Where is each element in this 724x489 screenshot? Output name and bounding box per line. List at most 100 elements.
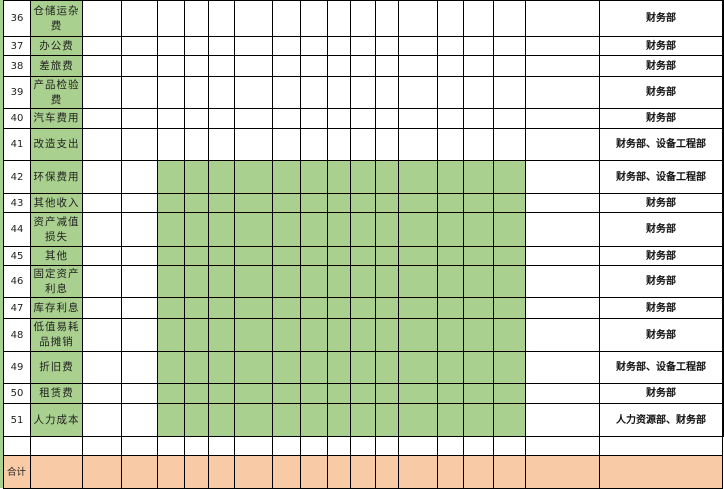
total-cell[interactable] [234,455,273,489]
item-name-cell[interactable]: 仓储运杂费 [30,0,83,37]
remarks-cell[interactable] [722,403,724,437]
data-cell[interactable] [375,76,399,109]
data-cell[interactable] [234,265,273,298]
data-cell[interactable] [157,76,185,109]
data-cell[interactable] [437,160,464,194]
data-cell[interactable] [525,76,600,109]
remarks-cell[interactable] [722,160,724,194]
department-cell[interactable]: 财务部 [599,108,723,129]
data-cell[interactable] [272,108,301,129]
data-cell[interactable] [463,212,494,247]
row-number[interactable]: 36 [3,0,31,37]
data-cell[interactable] [437,128,464,161]
data-cell[interactable] [234,318,273,352]
department-cell[interactable]: 财务部 [599,265,723,298]
data-cell[interactable] [234,193,273,213]
data-cell[interactable] [184,318,209,352]
data-cell[interactable] [375,55,399,77]
row-number[interactable]: 50 [3,383,31,404]
data-cell[interactable] [398,0,438,37]
empty-cell[interactable] [272,436,301,456]
department-cell[interactable]: 财务部、设备工程部 [599,351,723,384]
data-cell[interactable] [234,108,273,129]
remarks-cell[interactable] [722,212,724,247]
data-cell[interactable] [272,193,301,213]
data-cell[interactable] [121,193,158,213]
data-cell[interactable] [463,0,494,37]
data-cell[interactable] [525,0,600,37]
data-cell[interactable] [184,193,209,213]
data-cell[interactable] [375,265,399,298]
data-cell[interactable] [300,55,328,77]
empty-cell[interactable] [398,436,438,456]
data-cell[interactable] [463,193,494,213]
data-cell[interactable] [208,76,235,109]
data-cell[interactable] [437,0,464,37]
data-cell[interactable] [82,212,122,247]
remarks-cell[interactable] [722,351,724,384]
data-cell[interactable] [375,383,399,404]
data-cell[interactable] [82,160,122,194]
data-cell[interactable] [493,128,526,161]
empty-cell[interactable] [234,436,273,456]
empty-cell[interactable] [157,436,185,456]
data-cell[interactable] [493,351,526,384]
data-cell[interactable] [208,212,235,247]
data-cell[interactable] [272,128,301,161]
data-cell[interactable] [300,351,328,384]
department-cell[interactable]: 财务部 [599,193,723,213]
empty-cell[interactable] [437,436,464,456]
data-cell[interactable] [184,128,209,161]
data-cell[interactable] [82,36,122,56]
data-cell[interactable] [437,403,464,437]
data-cell[interactable] [208,351,235,384]
data-cell[interactable] [350,318,376,352]
data-cell[interactable] [82,265,122,298]
data-cell[interactable] [375,246,399,266]
total-cell[interactable] [157,455,185,489]
data-cell[interactable] [234,128,273,161]
total-cell[interactable] [375,455,399,489]
data-cell[interactable] [82,76,122,109]
data-cell[interactable] [350,351,376,384]
data-cell[interactable] [525,160,600,194]
data-cell[interactable] [121,0,158,37]
data-cell[interactable] [121,297,158,319]
data-cell[interactable] [327,36,351,56]
data-cell[interactable] [327,108,351,129]
data-cell[interactable] [121,128,158,161]
data-cell[interactable] [327,128,351,161]
data-cell[interactable] [327,193,351,213]
data-cell[interactable] [350,76,376,109]
data-cell[interactable] [300,108,328,129]
data-cell[interactable] [300,318,328,352]
data-cell[interactable] [398,193,438,213]
data-cell[interactable] [184,108,209,129]
data-cell[interactable] [121,403,158,437]
data-cell[interactable] [398,160,438,194]
data-cell[interactable] [184,403,209,437]
data-cell[interactable] [437,265,464,298]
data-cell[interactable] [184,0,209,37]
data-cell[interactable] [463,108,494,129]
data-cell[interactable] [463,383,494,404]
data-cell[interactable] [157,403,185,437]
data-cell[interactable] [184,265,209,298]
data-cell[interactable] [350,108,376,129]
item-name-cell[interactable]: 办公费 [30,36,83,56]
data-cell[interactable] [350,212,376,247]
row-number[interactable]: 45 [3,246,31,266]
data-cell[interactable] [184,246,209,266]
data-cell[interactable] [234,212,273,247]
data-cell[interactable] [184,76,209,109]
data-cell[interactable] [350,193,376,213]
data-cell[interactable] [121,351,158,384]
data-cell[interactable] [157,0,185,37]
empty-cell[interactable] [3,436,31,456]
data-cell[interactable] [300,265,328,298]
data-cell[interactable] [525,55,600,77]
row-number[interactable]: 51 [3,403,31,437]
data-cell[interactable] [121,76,158,109]
data-cell[interactable] [208,318,235,352]
data-cell[interactable] [525,128,600,161]
